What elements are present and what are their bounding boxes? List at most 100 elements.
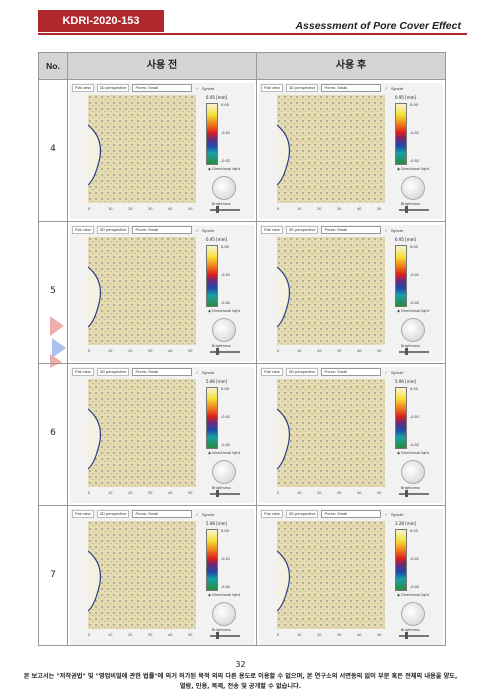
- light-direction-ball[interactable]: [212, 460, 236, 484]
- copyright-notice: 본 보고서는 "저작권법" 및 "영업비밀에 관한 법률"에 의거 허가된 목적…: [23, 673, 458, 690]
- x-axis-tick: 30: [148, 633, 153, 637]
- skin-surface-image: [277, 521, 385, 629]
- perspective-tab[interactable]: 3D perspective: [285, 84, 319, 92]
- directional-light-option[interactable]: ◉ Directional light: [397, 167, 429, 171]
- perspective-tab[interactable]: 3D perspective: [96, 84, 130, 92]
- pore-mode-select[interactable]: Pores: Small: [321, 368, 382, 376]
- sync-label: Synchr: [201, 511, 215, 517]
- perspective-tab[interactable]: 3D perspective: [96, 510, 130, 518]
- pore-mode-select[interactable]: Pores: Small: [132, 368, 193, 376]
- brightness-slider-handle[interactable]: [216, 206, 219, 213]
- skin-viewer-after[interactable]: Flat view 3D perspective Pores: Small ✓ …: [259, 367, 443, 503]
- x-axis-tick: 10: [108, 349, 113, 353]
- x-axis-tick: 30: [337, 207, 342, 211]
- depth-color-bar: [395, 529, 407, 591]
- brightness-slider-handle[interactable]: [216, 348, 219, 355]
- perspective-tab[interactable]: 3D perspective: [285, 226, 319, 234]
- flat-view-tab[interactable]: Flat view: [261, 226, 283, 234]
- directional-light-option[interactable]: ◉ Directional light: [397, 309, 429, 313]
- skin-viewer-after[interactable]: Flat view 3D perspective Pores: Small ✓ …: [259, 225, 443, 361]
- watermark-logo: [50, 316, 66, 368]
- scale-readout: 5.98 [mm]: [206, 521, 228, 526]
- light-direction-ball[interactable]: [401, 460, 425, 484]
- sync-check-icon[interactable]: ✓: [195, 369, 199, 375]
- skin-viewer-after[interactable]: Flat view 3D perspective Pores: Small ✓ …: [259, 83, 443, 219]
- pore-mode-select[interactable]: Pores: Small: [321, 510, 382, 518]
- skin-viewer-before[interactable]: Flat view 3D perspective Pores: Small ✓ …: [70, 509, 254, 645]
- flat-view-tab[interactable]: Flat view: [261, 84, 283, 92]
- pore-mode-select[interactable]: Pores: Small: [321, 226, 382, 234]
- brightness-slider-handle[interactable]: [405, 206, 408, 213]
- pore-mode-select[interactable]: Pores: Small: [132, 84, 193, 92]
- flat-view-tab[interactable]: Flat view: [261, 368, 283, 376]
- directional-light-option[interactable]: ◉ Directional light: [208, 167, 240, 171]
- brightness-slider[interactable]: [210, 351, 240, 353]
- flat-view-tab[interactable]: Flat view: [261, 510, 283, 518]
- column-header-after: 사용 후: [257, 53, 445, 79]
- brightness-slider-handle[interactable]: [405, 632, 408, 639]
- brightness-slider[interactable]: [399, 635, 429, 637]
- directional-light-option[interactable]: ◉ Directional light: [397, 593, 429, 597]
- x-axis-tick: 50: [377, 491, 382, 495]
- colorbar-tick: -0.01: [410, 415, 420, 419]
- sync-check-icon[interactable]: ✓: [195, 511, 199, 517]
- flat-view-tab[interactable]: Flat view: [72, 368, 94, 376]
- column-divider: [67, 53, 68, 645]
- brightness-slider[interactable]: [399, 493, 429, 495]
- sync-check-icon[interactable]: ✓: [384, 511, 388, 517]
- perspective-tab[interactable]: 3D perspective: [96, 226, 130, 234]
- colorbar-tick: -0.02: [410, 443, 420, 447]
- flat-view-tab[interactable]: Flat view: [72, 226, 94, 234]
- brightness-slider[interactable]: [399, 209, 429, 211]
- skin-texture: [88, 379, 196, 487]
- light-direction-ball[interactable]: [212, 602, 236, 626]
- directional-light-option[interactable]: ◉ Directional light: [208, 451, 240, 455]
- pore-mode-select[interactable]: Pores: Small: [321, 84, 382, 92]
- skin-viewer-after[interactable]: Flat view 3D perspective Pores: Small ✓ …: [259, 509, 443, 645]
- x-axis-tick: 40: [357, 207, 362, 211]
- sync-check-icon[interactable]: ✓: [384, 227, 388, 233]
- colorbar-tick: 0.00: [410, 529, 418, 533]
- brightness-slider-handle[interactable]: [216, 490, 219, 497]
- directional-light-option[interactable]: ◉ Directional light: [397, 451, 429, 455]
- brightness-slider[interactable]: [399, 351, 429, 353]
- x-axis-tick: 50: [188, 633, 193, 637]
- skin-viewer-before[interactable]: Flat view 3D perspective Pores: Small ✓ …: [70, 225, 254, 361]
- light-direction-ball[interactable]: [401, 176, 425, 200]
- perspective-tab[interactable]: 3D perspective: [285, 368, 319, 376]
- x-axis-tick: 30: [337, 491, 342, 495]
- brightness-slider-handle[interactable]: [216, 632, 219, 639]
- brightness-slider[interactable]: [210, 209, 240, 211]
- sync-check-icon[interactable]: ✓: [384, 369, 388, 375]
- brightness-label: Brightness: [212, 486, 231, 490]
- perspective-tab[interactable]: 3D perspective: [285, 510, 319, 518]
- pore-mode-select[interactable]: Pores: Small: [132, 510, 193, 518]
- light-direction-ball[interactable]: [401, 602, 425, 626]
- depth-color-bar: [206, 387, 218, 449]
- directional-light-option[interactable]: ◉ Directional light: [208, 309, 240, 313]
- light-direction-ball[interactable]: [212, 318, 236, 342]
- x-axis-tick: 20: [317, 491, 322, 495]
- row-divider: [39, 221, 445, 222]
- flat-view-tab[interactable]: Flat view: [72, 84, 94, 92]
- perspective-tab[interactable]: 3D perspective: [96, 368, 130, 376]
- colorbar-tick: 0.00: [221, 529, 229, 533]
- directional-light-label: Directional light: [401, 167, 429, 171]
- pore-mode-select[interactable]: Pores: Small: [132, 226, 193, 234]
- brightness-slider-handle[interactable]: [405, 490, 408, 497]
- brightness-slider-handle[interactable]: [405, 348, 408, 355]
- skin-viewer-before[interactable]: Flat view 3D perspective Pores: Small ✓ …: [70, 83, 254, 219]
- directional-light-option[interactable]: ◉ Directional light: [208, 593, 240, 597]
- skin-viewer-before[interactable]: Flat view 3D perspective Pores: Small ✓ …: [70, 367, 254, 503]
- brightness-slider[interactable]: [210, 493, 240, 495]
- scale-readout: 5.96 [mm]: [206, 379, 228, 384]
- sync-check-icon[interactable]: ✓: [384, 85, 388, 91]
- brightness-slider[interactable]: [210, 635, 240, 637]
- column-header-no: No.: [39, 53, 67, 79]
- skin-texture: [277, 237, 385, 345]
- light-direction-ball[interactable]: [212, 176, 236, 200]
- flat-view-tab[interactable]: Flat view: [72, 510, 94, 518]
- sync-check-icon[interactable]: ✓: [195, 227, 199, 233]
- sync-check-icon[interactable]: ✓: [195, 85, 199, 91]
- light-direction-ball[interactable]: [401, 318, 425, 342]
